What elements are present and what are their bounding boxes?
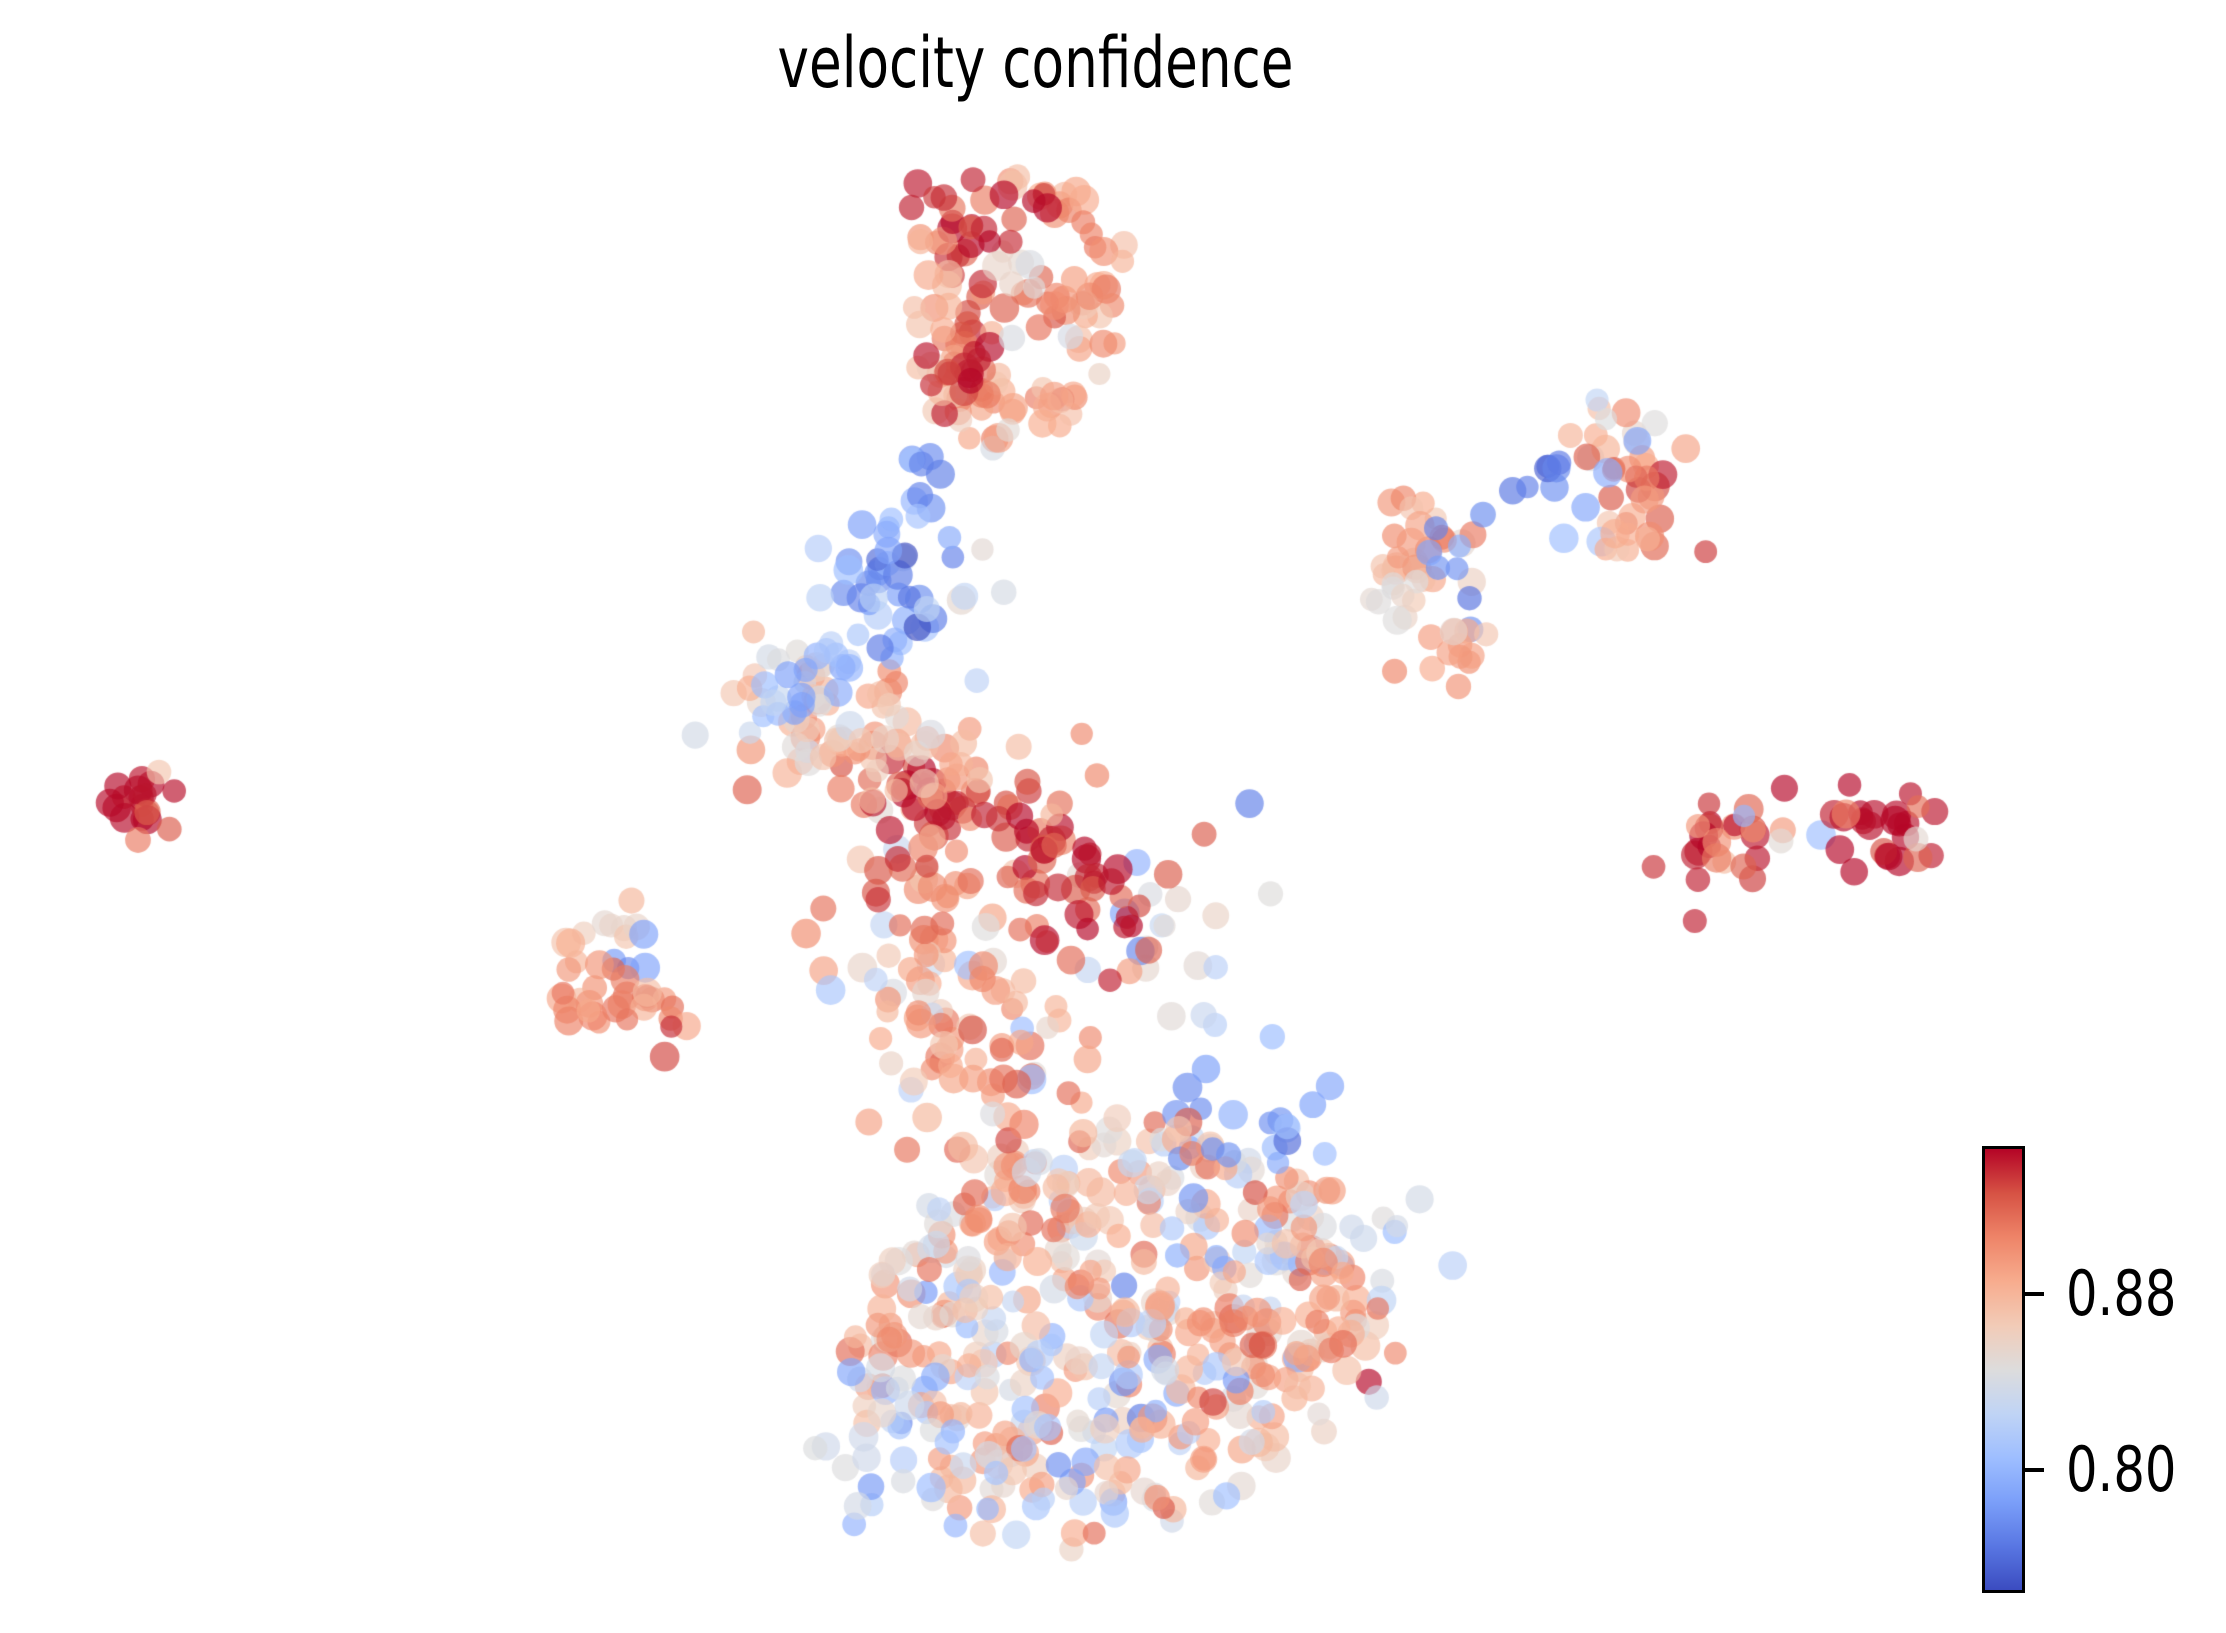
colorbar-tick-label: 0.80 — [2066, 1438, 2204, 1502]
chart-title-text: velocity confidence — [777, 22, 1295, 104]
colorbar-tick-label-text: 0.80 — [2066, 1433, 2177, 1507]
colorbar-tick-label-text: 0.88 — [2066, 1256, 2177, 1330]
colorbar-tick — [2025, 1291, 2044, 1296]
colorbar-tick-label: 0.88 — [2066, 1256, 2204, 1330]
colorbar-tick — [2025, 1468, 2044, 1473]
colorbar-gradient — [1982, 1146, 2025, 1593]
chart-title: velocity confidence — [0, 22, 2072, 104]
colorbar: 0.88 0.80 — [1982, 1146, 2226, 1593]
